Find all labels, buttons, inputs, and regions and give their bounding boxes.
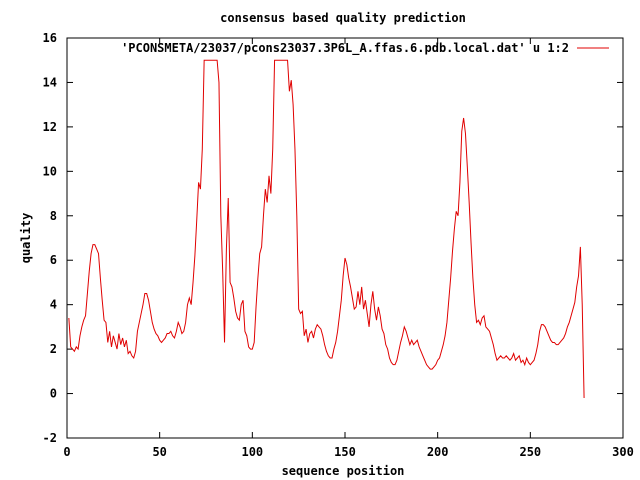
x-tick-label: 0 bbox=[63, 445, 70, 459]
x-axis-label: sequence position bbox=[282, 464, 405, 478]
y-tick-label: 6 bbox=[50, 253, 57, 267]
x-tick-label: 300 bbox=[612, 445, 634, 459]
y-tick-label: 0 bbox=[50, 387, 57, 401]
y-tick-label: 16 bbox=[43, 31, 57, 45]
x-tick-label: 100 bbox=[241, 445, 263, 459]
x-tick-label: 200 bbox=[427, 445, 449, 459]
axis-ticks: 0 50 100 150 200 250 300 -2 0 2 4 6 8 10 12 14 16 bbox=[43, 31, 634, 459]
chart-title: consensus based quality prediction bbox=[220, 11, 466, 25]
y-tick-label: -2 bbox=[43, 431, 57, 445]
series-group bbox=[68, 59, 585, 399]
y-axis-label: quality bbox=[19, 213, 33, 264]
y-tick-label: 2 bbox=[50, 342, 57, 356]
legend: 'PCONSMETA/23037/pcons23037.3P6L_A.ffas.… bbox=[121, 41, 609, 56]
x-tick-label: 150 bbox=[334, 445, 356, 459]
x-tick-label: 50 bbox=[152, 445, 166, 459]
legend-entry: 'PCONSMETA/23037/pcons23037.3P6L_A.ffas.… bbox=[121, 41, 569, 56]
y-tick-label: 12 bbox=[43, 120, 57, 134]
y-tick-label: 4 bbox=[50, 298, 57, 312]
series-line bbox=[68, 59, 585, 399]
plot-frame bbox=[66, 37, 624, 439]
y-tick-label: 14 bbox=[43, 75, 57, 89]
y-tick-label: 8 bbox=[50, 209, 57, 223]
x-tick-label: 250 bbox=[519, 445, 541, 459]
y-tick-label: 10 bbox=[43, 164, 57, 178]
